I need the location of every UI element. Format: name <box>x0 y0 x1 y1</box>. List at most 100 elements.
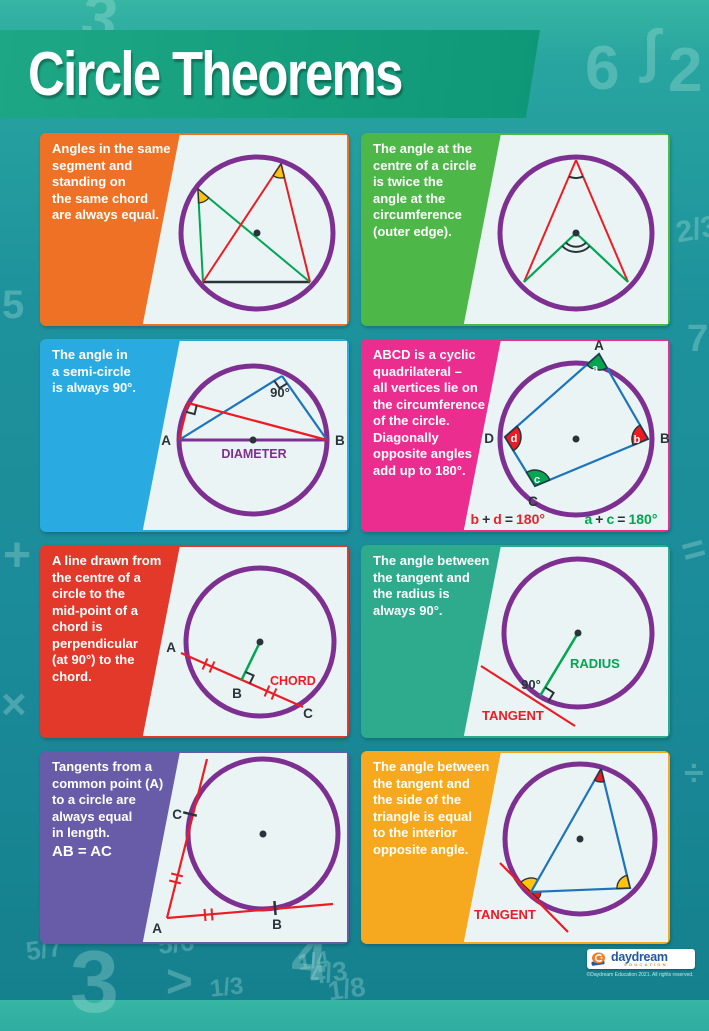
math-glyph: × <box>1 680 27 729</box>
equal-length-tick <box>203 908 207 922</box>
angle-wedge-c <box>525 469 551 487</box>
ninety-degree-label: 90° <box>521 677 541 692</box>
math-glyph: 1/8 <box>326 971 368 1007</box>
vertex-label-b: B <box>660 431 670 446</box>
equal-length-tick <box>270 688 278 700</box>
math-glyph: ∫ <box>643 18 659 83</box>
equal-length-tick <box>170 872 184 878</box>
green-segment-line <box>197 188 311 283</box>
math-glyph: 4/3 <box>308 955 350 991</box>
equation-term: b <box>470 511 480 527</box>
equation-equals: = <box>617 511 626 527</box>
red-segment-line <box>202 163 282 283</box>
title-banner: Circle Theorems <box>0 30 540 118</box>
panel-tangent-radius: 90° RADIUS TANGENT The angle between the… <box>361 545 670 738</box>
copyright-text: ©Daydream Education 2021. All rights res… <box>586 972 694 978</box>
panel-caption: The angle between the tangent and the si… <box>373 759 490 857</box>
equal-length-tick <box>168 879 182 885</box>
angle-wedge-d <box>504 425 522 452</box>
centre-dot <box>574 629 582 637</box>
centre-angle-line <box>523 232 577 283</box>
tangent-line <box>499 862 569 933</box>
radius-line <box>538 632 580 697</box>
right-angle-marker <box>273 380 288 390</box>
panel-formula: AB = AC <box>52 843 112 860</box>
inscribed-triangle <box>529 766 632 894</box>
circle-outline <box>183 565 337 719</box>
interior-angle-wedge <box>593 767 605 783</box>
math-glyph: ÷ <box>684 752 704 793</box>
caption-rest: all vertices lie on the circumference of… <box>373 380 485 478</box>
right-angle-marker <box>244 670 255 685</box>
double-angle-arc <box>565 241 587 248</box>
centre-to-midpoint-line <box>240 641 262 681</box>
double-angle-arc <box>561 245 591 253</box>
blue-triangle-side <box>178 375 283 441</box>
red-segment-line <box>280 163 311 283</box>
centre-dot <box>259 830 267 838</box>
equal-length-tick <box>210 908 214 921</box>
equal-length-tick <box>208 661 216 673</box>
equal-angle-marker <box>197 187 210 204</box>
panel-diagram-same-segment <box>178 154 336 312</box>
panel-caption: A line drawn from the centre of a circle… <box>52 553 162 684</box>
tangent-point-tick <box>273 900 277 916</box>
panel-diagram-two-tangents: A B C <box>152 756 341 936</box>
circumference-angle-line <box>575 159 629 283</box>
blue-triangle-side <box>281 375 328 441</box>
tangent-line-ab <box>166 902 334 920</box>
angle-arc <box>568 175 584 180</box>
math-glyph: 5 <box>2 283 25 327</box>
equation-result: 180° <box>628 511 658 527</box>
angle-wedge-b <box>631 424 650 447</box>
tangent-point-tick <box>182 811 198 817</box>
math-glyph: 7 <box>687 318 709 360</box>
panel-caption: Tangents from a common point (A) to a ci… <box>52 759 164 840</box>
centre-dot <box>576 835 584 843</box>
centre-dot <box>572 229 580 237</box>
equation-result: 180° <box>516 511 545 527</box>
angle-letter-d: d <box>511 433 518 445</box>
math-glyph: 6 <box>585 34 620 103</box>
equation-term: c <box>606 511 615 527</box>
math-glyph: 1/4 <box>296 945 331 976</box>
tangent-line <box>480 665 576 727</box>
daydream-logo: daydream EDUCATION <box>587 949 695 969</box>
math-glyph: > <box>166 955 193 1007</box>
panel-alternate-segment: TANGENT The angle between the tangent an… <box>361 751 670 944</box>
vertex-label-a: A <box>166 640 176 655</box>
daydream-logo-icon <box>591 952 605 966</box>
vertex-label-d: D <box>484 431 494 446</box>
vertex-label-a: A <box>152 921 162 936</box>
equation-equals: = <box>504 511 513 527</box>
equation-term: a <box>584 511 593 527</box>
quadrilateral-outline <box>503 352 650 488</box>
interior-angle-wedge <box>616 874 631 890</box>
equal-length-tick <box>201 658 209 670</box>
angle-letter-a: a <box>592 363 599 375</box>
panel-diagram-cyclic-quadrilateral: A B C D a b c d <box>484 339 670 518</box>
ninety-degree-label: 90° <box>270 385 290 400</box>
panel-caption: The angle between the tangent and the ra… <box>373 553 490 618</box>
angle-letter-c: c <box>534 474 540 486</box>
panel-caption: The angle in a semi-circle is always 90°… <box>52 347 136 395</box>
centre-dot <box>572 435 580 443</box>
math-glyph: 2/3 <box>673 209 709 250</box>
circle-outline <box>501 556 655 710</box>
panel-angle-at-centre: The angle at the centre of a circle is t… <box>361 133 670 326</box>
math-glyph: 2 <box>668 36 703 105</box>
equation-operator: + <box>482 511 491 527</box>
math-glyph: 3 <box>70 932 119 1031</box>
equal-angle-marker <box>272 162 286 179</box>
equal-length-tick <box>263 685 271 697</box>
panel-diagram-angle-at-centre <box>497 154 655 312</box>
panel-semi-circle: A B DIAMETER 90° The angle in a semi-cir… <box>40 339 349 532</box>
centre-dot <box>253 229 261 237</box>
panel-chord-perpendicular: A B C CHORD A line drawn from the centre… <box>40 545 349 738</box>
diagram-background <box>142 135 347 324</box>
red-triangle-side <box>177 402 190 441</box>
panel-two-tangents: A B C Tangents from a common point (A) t… <box>40 751 349 944</box>
tangent-label: TANGENT <box>482 708 544 723</box>
equation-term: d <box>493 511 502 527</box>
